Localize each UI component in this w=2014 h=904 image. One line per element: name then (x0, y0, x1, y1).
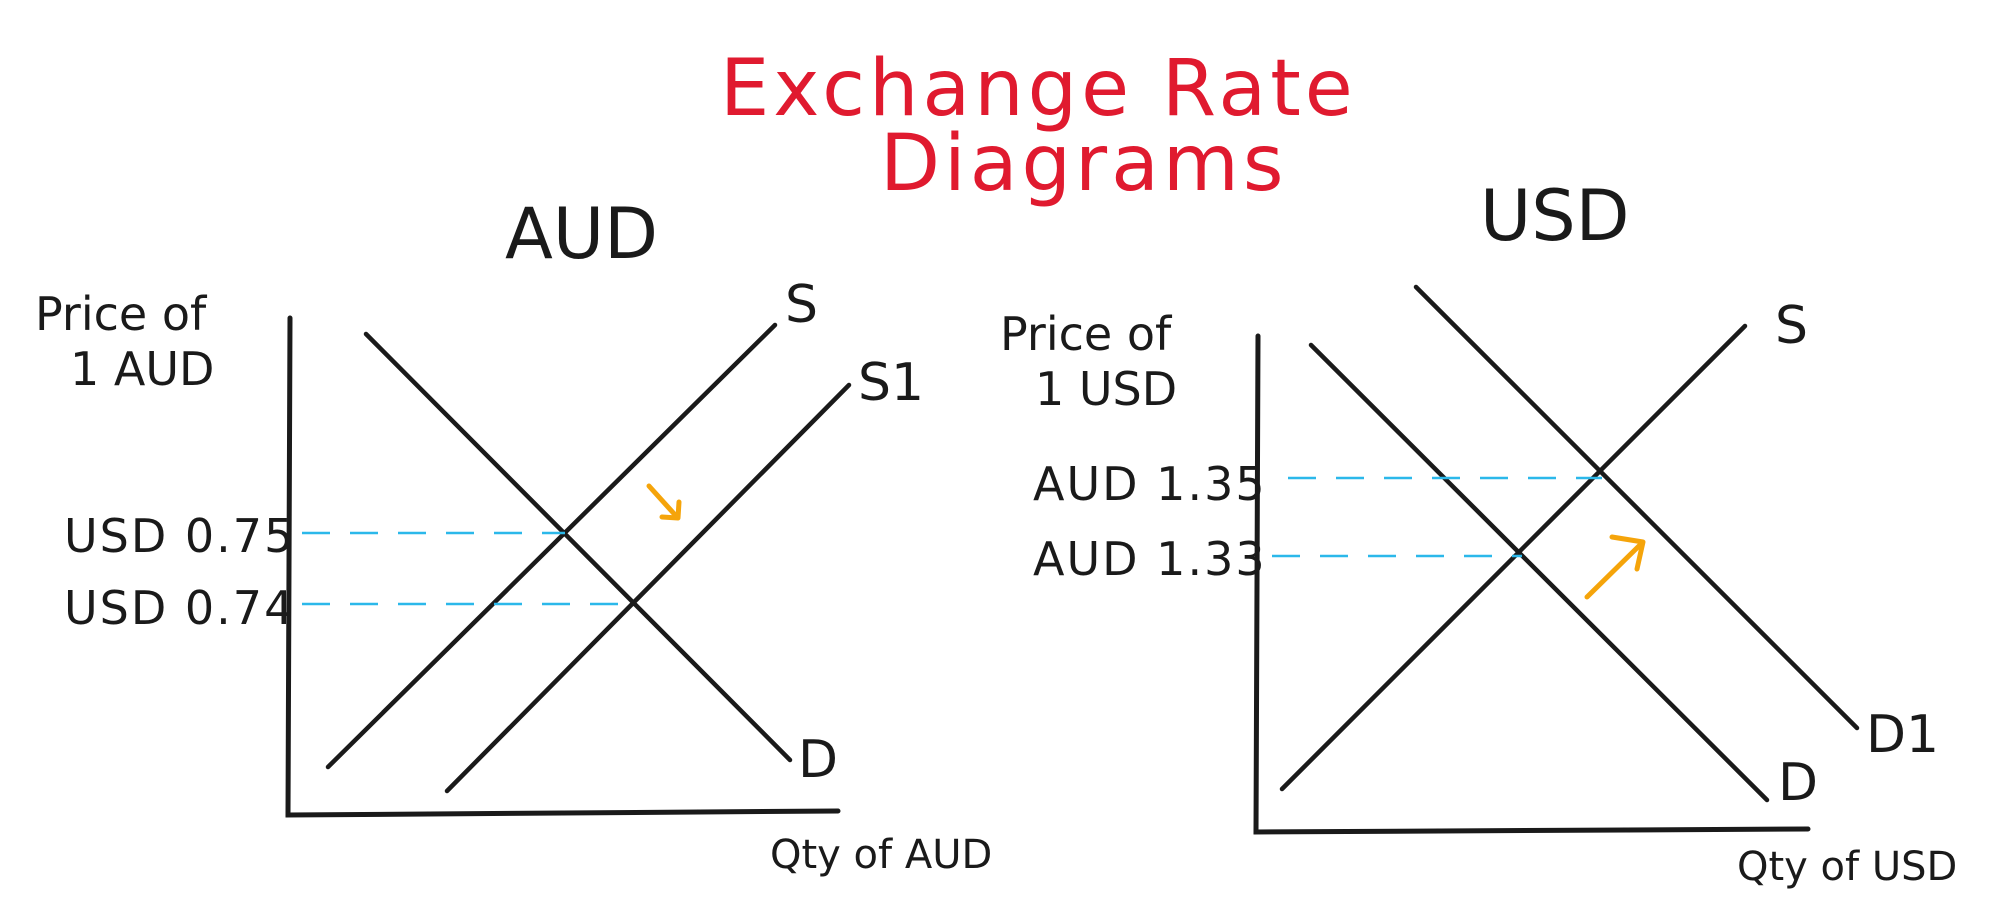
usd-diagram: USD Price of 1 USD S D1 D AUD 1.35 AUD 1… (1000, 175, 1957, 890)
aud-y-axis-label-line-2: 1 AUD (70, 342, 214, 396)
aud-y-axis-label-line-1: Price of (35, 287, 208, 341)
usd-price-label-1-33: AUD 1.33 (1033, 532, 1267, 586)
aud-axes (285, 315, 841, 818)
aud-diagram: AUD Price of 1 AUD S S1 D USD 0.75 USD 0… (35, 193, 992, 878)
usd-label-d1: D1 (1866, 705, 1939, 765)
aud-supply-curve-s (325, 322, 778, 770)
main-title: Exchange Rate Diagrams (720, 44, 1357, 209)
aud-currency-title: AUD (505, 193, 658, 275)
aud-label-d: D (798, 730, 838, 790)
aud-price-label-0-75: USD 0.75 (64, 509, 295, 563)
usd-axes (1253, 333, 1811, 835)
aud-x-axis-label: Qty of AUD (770, 832, 992, 878)
aud-supply-curve-s1 (444, 382, 852, 794)
aud-label-s: S (785, 275, 818, 335)
usd-shift-arrow-icon (1584, 534, 1646, 600)
usd-supply-curve-s (1279, 323, 1748, 792)
aud-demand-curve-d (363, 331, 793, 763)
usd-y-axis-label-line-2: 1 USD (1035, 362, 1177, 416)
usd-currency-title: USD (1480, 175, 1630, 257)
aud-shift-arrow-icon (646, 483, 682, 521)
aud-label-s1: S1 (858, 353, 924, 413)
usd-label-d: D (1778, 753, 1818, 813)
aud-price-label-0-74: USD 0.74 (64, 581, 295, 635)
usd-x-axis-label: Qty of USD (1737, 844, 1957, 890)
title-line-1: Exchange Rate (720, 44, 1357, 134)
usd-y-axis-label-line-1: Price of (1000, 307, 1173, 361)
usd-label-s: S (1775, 296, 1808, 356)
usd-price-label-1-35: AUD 1.35 (1033, 457, 1267, 511)
usd-demand-curve-d (1308, 342, 1770, 803)
usd-demand-curve-d1 (1413, 284, 1860, 731)
title-line-2: Diagrams (880, 119, 1288, 209)
